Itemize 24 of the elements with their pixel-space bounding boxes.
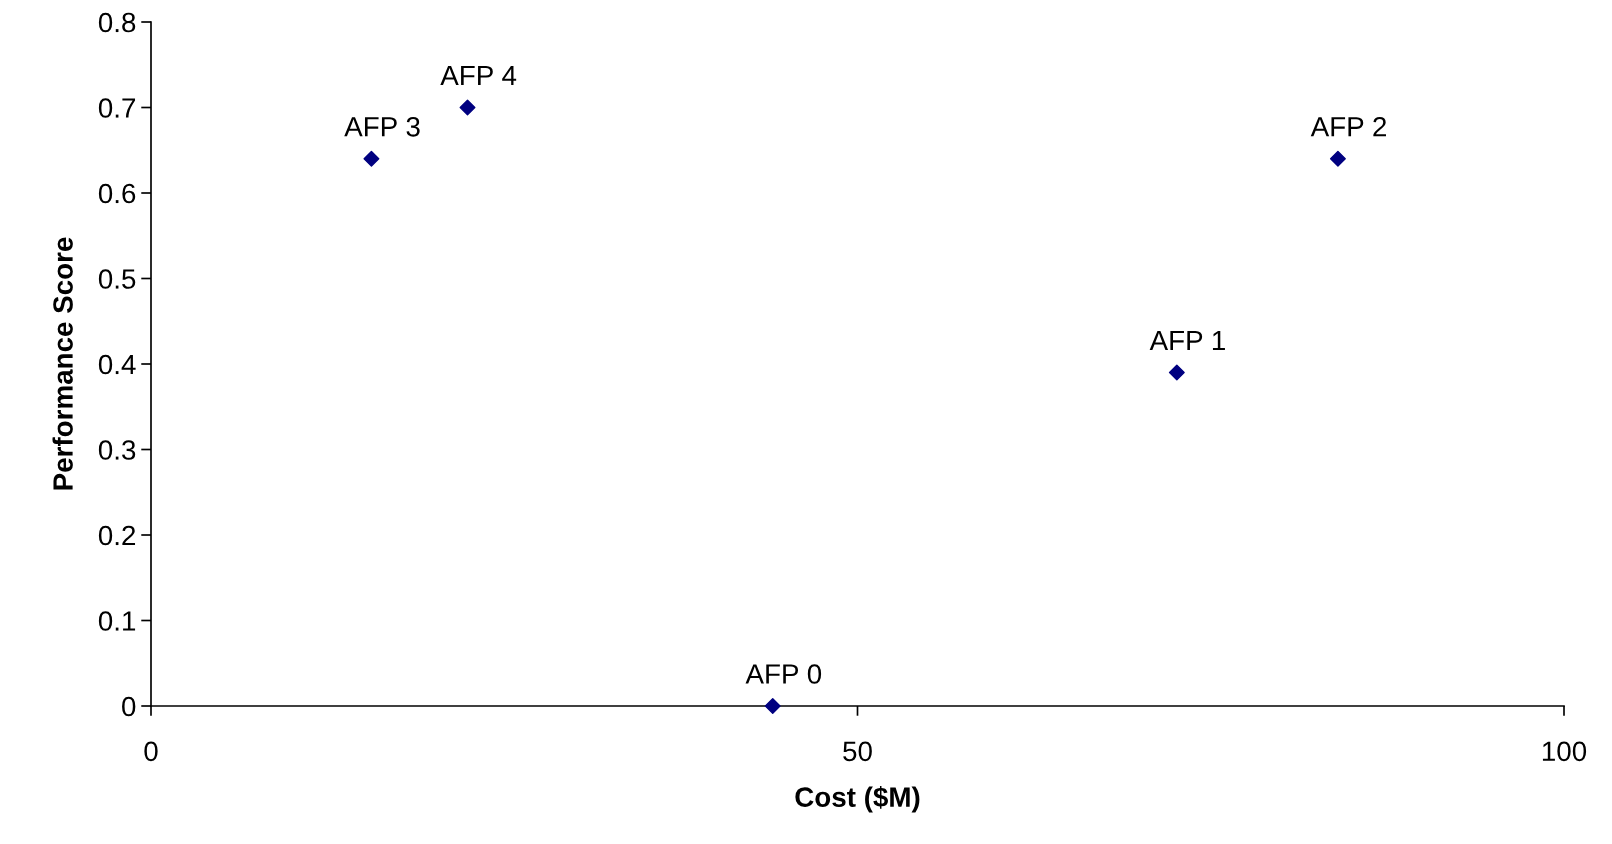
- y-tick-label: 0.6: [98, 183, 136, 204]
- y-tick-label: 0.7: [98, 98, 136, 118]
- point: [1329, 150, 1346, 167]
- x-tick-label: 100: [1542, 741, 1587, 762]
- y-tick-label: 0.4: [98, 354, 136, 375]
- annotation: AFP 1: [1149, 331, 1225, 351]
- y-tick-label: 0.5: [98, 269, 136, 289]
- annotation: AFP 3: [344, 116, 420, 137]
- y-tick-label: 0.1: [98, 611, 136, 631]
- y-tick-label: 0: [122, 696, 136, 717]
- annotation: AFP 0: [745, 664, 822, 684]
- point: [363, 150, 380, 167]
- y-tick-label: 0.3: [98, 440, 136, 460]
- point: [764, 698, 781, 714]
- x-tick-label: 50: [843, 741, 872, 762]
- annotation: AFP 2: [1310, 116, 1386, 137]
- y-axis-title: Performance Score: [52, 237, 73, 490]
- x-tick-label: 0: [144, 741, 158, 762]
- x-axis-title: Cost ($M): [795, 786, 920, 813]
- y-tick-label: 0.2: [98, 525, 136, 546]
- y-tick-label: 0.8: [98, 12, 136, 33]
- annotation: AFP 4: [440, 65, 517, 86]
- point: [1168, 364, 1185, 381]
- point: [459, 99, 476, 116]
